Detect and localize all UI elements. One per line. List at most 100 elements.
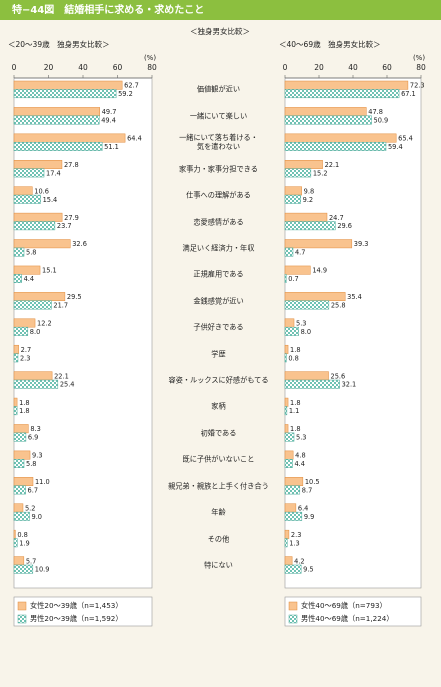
category-label: 仕事への理解がある (186, 190, 251, 200)
bar (284, 511, 303, 521)
bar (13, 221, 56, 231)
value-label: 59.2 (118, 90, 133, 98)
bar (13, 326, 29, 336)
bar (284, 503, 297, 513)
bar (284, 160, 323, 169)
bar (284, 133, 397, 143)
value-label: 62.7 (124, 82, 139, 90)
value-label: 25.6 (331, 372, 346, 380)
value-label: 15.1 (42, 267, 57, 275)
value-label: 72.3 (410, 82, 425, 90)
legend-swatch (288, 614, 298, 624)
value-label: 15.2 (313, 169, 328, 177)
bar (284, 432, 295, 442)
bar (284, 168, 312, 178)
bar (13, 344, 19, 354)
subtitle: ＜独身男女比較＞ (190, 26, 250, 36)
bar (284, 292, 346, 302)
bar (13, 371, 53, 381)
bar (13, 485, 26, 495)
legend-label: 男性20〜39歳（n=1,592） (30, 614, 123, 623)
bar (284, 300, 330, 310)
value-label: 11.0 (35, 478, 50, 486)
value-label: 15.4 (43, 196, 58, 204)
category-label: 正規雇用である (193, 269, 244, 279)
value-label: 0.8 (288, 354, 299, 362)
category-label: 親兄弟・親族と上手く付き合う (168, 481, 269, 491)
bar (284, 379, 340, 389)
bar (284, 318, 295, 328)
bar (13, 265, 41, 275)
bar (284, 212, 328, 222)
value-label: 5.3 (296, 434, 307, 442)
value-label: 4.8 (295, 452, 306, 460)
bar (284, 538, 288, 548)
value-label: 8.0 (301, 328, 312, 336)
category-label: 特にない (204, 560, 233, 570)
value-label: 2.7 (21, 346, 32, 354)
bar (13, 564, 34, 574)
bar (13, 477, 34, 486)
legend-label: 女性40〜69歳（n=793） (301, 601, 387, 610)
bar (13, 274, 22, 283)
value-label: 9.5 (303, 566, 314, 574)
value-label: 32.6 (72, 240, 87, 248)
value-label: 9.2 (303, 196, 314, 204)
bar (13, 529, 16, 539)
category-label: 初婚である (200, 428, 237, 438)
bar (284, 371, 329, 381)
bar (13, 292, 66, 302)
value-label: 23.7 (57, 222, 72, 230)
value-label: 2.3 (291, 531, 302, 539)
value-label: 6.7 (28, 486, 39, 494)
bar (13, 194, 41, 204)
bar (284, 265, 311, 275)
x-tick-label: 0 (12, 63, 17, 72)
category-label: 年齢 (211, 507, 226, 517)
legend-swatch (288, 601, 298, 611)
bar (284, 353, 287, 363)
value-label: 1.8 (290, 425, 301, 433)
value-label: 21.7 (53, 301, 68, 309)
bar (284, 221, 336, 231)
bar (284, 556, 293, 566)
value-label: 6.4 (298, 504, 309, 512)
bar (13, 450, 31, 460)
value-label: 1.3 (289, 539, 300, 547)
value-label: 49.7 (102, 108, 117, 116)
bar (284, 194, 301, 204)
bar (13, 89, 117, 99)
value-label: 10.5 (305, 478, 320, 486)
category-label: 容姿・ルックスに好感がもてる (168, 375, 269, 385)
bar (13, 141, 103, 151)
bar (284, 274, 287, 283)
legend-frame (13, 596, 153, 627)
category-label: 家柄 (211, 401, 226, 411)
bar (284, 406, 288, 416)
header-band (0, 0, 441, 20)
bar (13, 353, 19, 363)
bar (284, 564, 302, 574)
bar (284, 326, 299, 336)
value-label: 29.6 (337, 222, 352, 230)
bar (13, 459, 25, 468)
value-label: 51.1 (104, 143, 119, 151)
value-label: 10.9 (35, 566, 50, 574)
value-label: 25.4 (60, 381, 75, 389)
category-label: 一緒にいて楽しい (189, 111, 248, 121)
x-tick-label: 80 (147, 63, 157, 72)
category-label: 家事力・家事分担できる (179, 164, 258, 174)
bar (284, 89, 400, 99)
bar (284, 239, 353, 249)
value-label: 10.6 (34, 187, 49, 195)
category-label: 恋愛感情がある (193, 217, 244, 226)
value-label: 47.8 (368, 108, 383, 116)
value-label: 8.0 (30, 328, 41, 336)
value-label: 4.2 (294, 557, 305, 565)
bar (284, 344, 289, 354)
value-label: 9.0 (32, 513, 43, 521)
bar (284, 247, 294, 257)
bar (284, 450, 294, 460)
bar (13, 432, 27, 442)
value-label: 4.4 (24, 275, 35, 283)
